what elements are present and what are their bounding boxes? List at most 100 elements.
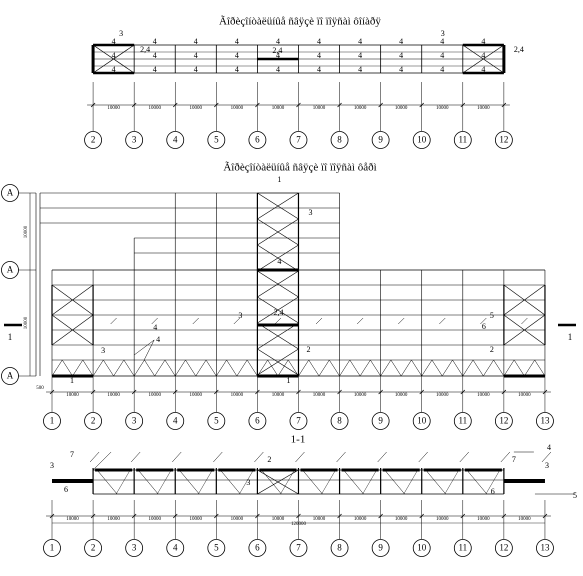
axis-circle [248,539,267,557]
axis-circle [330,412,349,430]
label: 5 [490,311,494,320]
label: 4 [235,51,239,60]
dimension-tick [131,102,137,108]
axis-circle [166,412,185,430]
line [179,469,200,495]
line [198,469,213,495]
axis-bubble: 4 [173,135,178,145]
line [92,451,112,471]
dimension-text: 10000 [148,517,161,522]
dimension-text: 10000 [231,106,244,111]
dimension-text: 10000 [477,106,490,111]
label: 4 [440,51,444,60]
axis-bubble: 6 [255,543,260,553]
tick [172,451,182,463]
label: 4 [440,37,444,46]
label: 2,4 [272,46,282,55]
label: 4 [276,37,280,46]
label: 1 [8,332,13,342]
tick [151,317,158,325]
line [257,218,299,246]
label: 4 [547,443,551,452]
dimension-tick [90,102,96,108]
axis-circle [248,412,267,430]
tick [500,451,511,463]
axis-circle [43,412,61,430]
dimension-text: 10000 [66,393,79,398]
axis-circle [330,539,349,557]
line [444,469,459,495]
axis-circle [412,131,431,149]
axis-bubble: 4 [173,543,178,553]
axis-circle [494,539,513,557]
axis-circle [453,131,472,149]
axis-circle [371,539,390,557]
tick [295,451,305,463]
axis-circle [494,131,513,149]
axis-circle [248,131,267,149]
dimension-text: 10000 [477,517,490,522]
label: 3 [545,461,549,470]
line [257,192,299,220]
tick [233,317,241,325]
dimension-tick [255,102,260,108]
tick [130,451,141,463]
axis-bubble: 10 [417,543,427,553]
label: 4 [112,65,116,74]
dimension-text: 10000 [436,517,449,522]
tick [89,451,100,463]
line [257,270,299,298]
dimension-text: 10000 [190,517,203,522]
label: 3 [238,311,242,320]
label: 4 [276,51,280,60]
label: 3 [50,461,54,470]
label: 2 [267,455,271,464]
label: 3 [119,29,123,38]
line [503,314,546,346]
label: 3 [308,208,312,217]
line [302,469,323,495]
label: 4 [358,51,362,60]
tick [418,451,428,463]
line [51,314,94,346]
axis-circle [371,412,390,430]
tick [541,451,552,463]
dimension-text: 10000 [395,106,408,111]
axis-circle [166,539,185,557]
dimension-text: 10000 [395,393,408,398]
line [257,322,299,350]
label: 4 [440,65,444,74]
dimension-tick [460,102,466,108]
dimension-text: 10000 [272,393,285,398]
label: 4 [317,51,321,60]
label: 4 [153,323,157,332]
axis-circle [1,184,19,202]
line [257,296,299,324]
dimension-tick [214,102,219,108]
label: 3 [441,29,445,38]
label: 1 [286,376,290,385]
label: 7 [512,455,516,464]
label: 3 [246,478,250,487]
axis-circle [1,367,19,385]
label: 4 [194,37,198,46]
axis-circle [494,412,513,430]
axis-bubble: 3 [132,135,137,145]
label: 4 [399,37,403,46]
axis-circle [125,539,144,557]
line [157,469,172,495]
row-axis: A [7,371,14,381]
line [384,469,405,495]
line [96,469,118,495]
axis-bubble: 2 [91,135,96,145]
axis-bubble: 9 [378,416,383,426]
label: 1 [568,332,573,342]
line [257,348,299,376]
dimension-text: 10000 [354,106,367,111]
axis-circle [330,131,349,149]
dimension-text: 10000 [107,106,120,111]
dimension-text: 10000 [148,393,161,398]
dimension-text: 10000 [518,393,531,398]
axis-bubble: 12 [499,416,508,426]
label: 4 [481,51,485,60]
